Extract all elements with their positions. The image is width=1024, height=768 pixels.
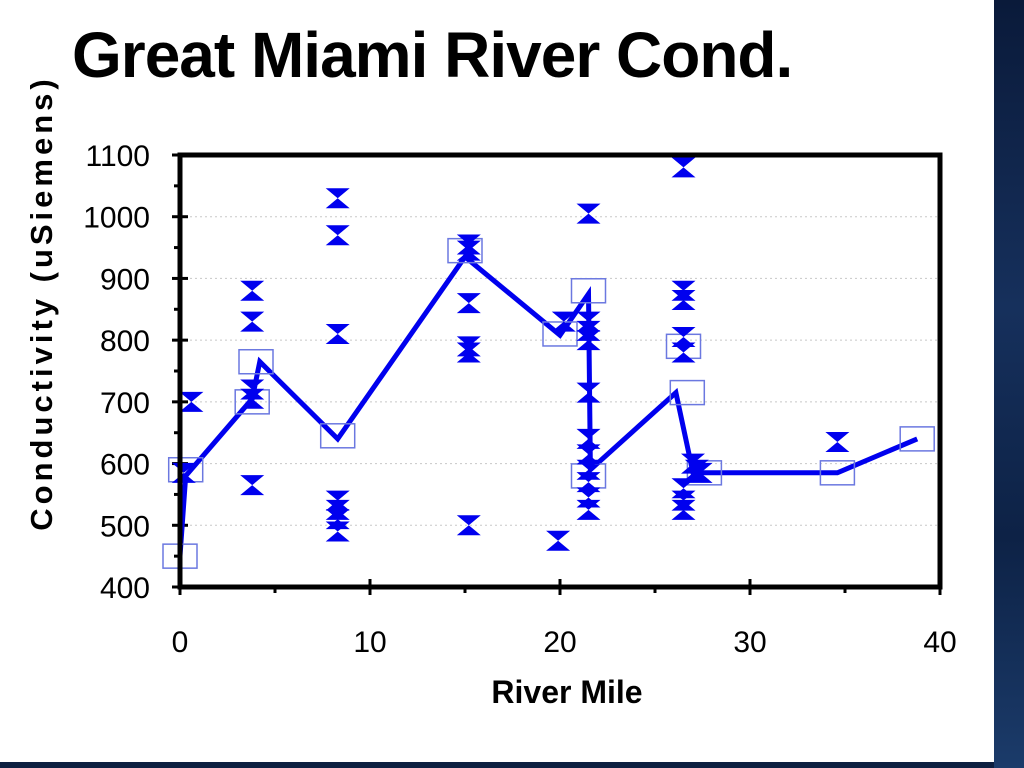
bowtie-marker <box>325 521 350 542</box>
bowtie-marker <box>456 240 481 261</box>
square-marker <box>319 423 356 449</box>
bowtie-marker <box>576 444 601 465</box>
square-marker <box>899 426 935 452</box>
x-tick-label: 0 <box>172 626 189 659</box>
bowtie-marker <box>576 330 601 351</box>
series-line <box>177 253 919 557</box>
y-tick-label: 1000 <box>83 202 150 235</box>
bowtie-marker <box>240 388 265 409</box>
slide-title: Great Miami River Cond. <box>72 19 793 91</box>
bowtie-marker <box>825 431 850 452</box>
bowtie-marker <box>671 342 696 363</box>
bowtie-marker <box>456 234 481 255</box>
bowtie-marker <box>240 311 265 332</box>
x-tick-label: 20 <box>543 626 576 659</box>
bowtie-markers <box>171 157 850 551</box>
bowtie-marker <box>576 428 601 449</box>
bowtie-marker <box>671 499 696 520</box>
series-lines <box>177 253 919 557</box>
bowtie-marker <box>671 280 696 301</box>
y-tick-label: 600 <box>100 449 150 482</box>
y-tick-label: 500 <box>100 510 150 543</box>
square-marker <box>819 460 856 486</box>
bowtie-marker <box>456 293 481 314</box>
decorative-side-band <box>994 0 1024 768</box>
gridlines <box>180 216 940 526</box>
bowtie-marker <box>325 490 350 511</box>
bowtie-marker <box>576 499 601 520</box>
bowtie-marker <box>171 462 196 483</box>
decorative-bottom-strip <box>0 762 994 768</box>
bowtie-marker <box>456 342 481 363</box>
bowtie-marker <box>456 336 481 357</box>
bowtie-marker <box>576 320 601 341</box>
square-marker <box>542 321 578 347</box>
bowtie-marker <box>671 490 696 511</box>
bowtie-marker <box>325 225 350 246</box>
square-marker <box>238 348 274 375</box>
bowtie-marker <box>671 157 696 178</box>
bowtie-marker <box>576 311 601 332</box>
bowtie-marker <box>179 391 204 412</box>
y-axis-title: Conductivity (uSiemens) <box>24 75 59 530</box>
x-axis-title: River Mile <box>491 674 642 710</box>
bowtie-marker <box>551 311 576 332</box>
axis-ticks <box>172 153 942 595</box>
bowtie-marker <box>671 327 696 348</box>
y-tick-label: 400 <box>100 572 150 605</box>
bowtie-marker <box>240 280 265 301</box>
conductivity-chart: 400 500 600 700 800 900 1000 1100 0 10 20 30 40 Rive… <box>24 75 957 710</box>
bowtie-marker <box>456 515 481 536</box>
square-marker <box>669 379 706 406</box>
y-tick-label: 900 <box>100 263 150 296</box>
bowtie-marker <box>546 530 571 551</box>
bowtie-marker <box>688 462 713 483</box>
x-tick-label: 30 <box>733 626 766 659</box>
plot-frame <box>177 152 943 590</box>
y-tick-label: 700 <box>100 387 150 420</box>
bowtie-marker <box>576 472 601 493</box>
square-markers <box>162 237 935 569</box>
bowtie-marker <box>576 203 601 224</box>
square-marker <box>570 278 607 304</box>
bowtie-marker <box>325 188 350 209</box>
bowtie-marker <box>671 290 696 311</box>
x-tick-label: 40 <box>923 626 956 659</box>
tick-labels: 400 500 600 700 800 900 1000 1100 0 10 20 30 40 <box>83 140 956 659</box>
bowtie-marker <box>576 382 601 403</box>
y-tick-label: 1100 <box>85 140 150 173</box>
y-tick-label: 800 <box>100 325 150 358</box>
bowtie-marker <box>240 379 265 400</box>
bowtie-marker <box>325 323 350 344</box>
bowtie-marker <box>240 475 265 496</box>
x-tick-label: 10 <box>353 626 386 659</box>
